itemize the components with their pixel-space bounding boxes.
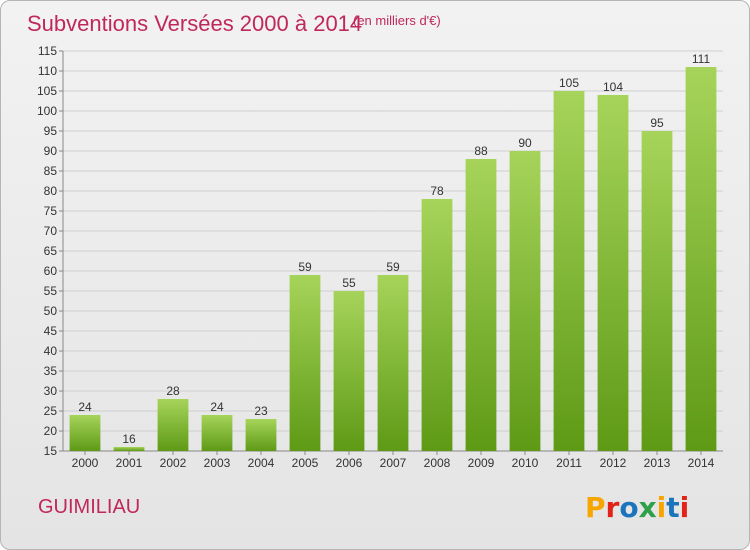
chart-unit: (en milliers d'€) <box>353 13 441 28</box>
bar-2006 <box>333 291 365 451</box>
x-tick-label-2000: 2000 <box>72 456 99 470</box>
logo-letter: o <box>619 491 638 524</box>
bar-2009 <box>465 159 497 451</box>
x-tick-label-2013: 2013 <box>644 456 671 470</box>
y-tick-label: 15 <box>44 444 58 458</box>
x-tick-label-2005: 2005 <box>292 456 319 470</box>
data-labels: 24 16 28 24 23 59 55 59 78 88 90 105 104 95 111 <box>78 52 710 446</box>
bar-2001 <box>113 447 145 451</box>
logo-letter: i <box>680 491 690 524</box>
data-label-2009: 88 <box>474 144 488 158</box>
proxiti-logo: Proxiti <box>585 491 689 524</box>
y-tick-label: 60 <box>44 264 58 278</box>
x-tick-label-2003: 2003 <box>204 456 231 470</box>
bar-2010 <box>509 151 541 451</box>
y-tick-label: 30 <box>44 384 58 398</box>
x-tick-label-2014: 2014 <box>688 456 715 470</box>
x-tick-label-2010: 2010 <box>512 456 539 470</box>
y-tick-label: 50 <box>44 304 58 318</box>
bar-2011 <box>553 91 585 451</box>
data-label-2004: 23 <box>254 404 268 418</box>
logo-letter: r <box>606 491 620 524</box>
x-tick-label-2004: 2004 <box>248 456 275 470</box>
y-tick-label: 85 <box>44 164 58 178</box>
bar-2007 <box>377 275 409 451</box>
bar-2003 <box>201 415 233 451</box>
y-tick-label: 40 <box>44 344 58 358</box>
bar-2000 <box>69 415 101 451</box>
logo-letter: P <box>585 491 606 524</box>
data-label-2005: 59 <box>298 260 312 274</box>
x-tick-label-2006: 2006 <box>336 456 363 470</box>
y-tick-label: 65 <box>44 244 58 258</box>
logo-letter: t <box>666 491 679 524</box>
x-tick-label-2001: 2001 <box>116 456 143 470</box>
data-label-2002: 28 <box>166 384 180 398</box>
logo-letter: x <box>639 491 657 524</box>
commune-name: GUIMILIAU <box>38 496 140 518</box>
data-label-2010: 90 <box>518 136 532 150</box>
data-label-2001: 16 <box>122 432 136 446</box>
y-tick-label: 110 <box>38 64 57 78</box>
x-tick-label-2002: 2002 <box>160 456 187 470</box>
y-tick-label: 25 <box>44 404 58 418</box>
data-label-2006: 55 <box>342 276 356 290</box>
bars <box>69 67 717 451</box>
data-label-2007: 59 <box>386 260 400 274</box>
y-tick-label: 80 <box>44 184 58 198</box>
y-tick-label: 105 <box>37 84 57 98</box>
bar-2008 <box>421 199 453 451</box>
data-label-2003: 24 <box>210 400 224 414</box>
bar-2002 <box>157 399 189 451</box>
y-tick-label: 55 <box>44 284 58 298</box>
y-tick-label: 100 <box>37 104 57 118</box>
y-tick-label: 20 <box>44 424 58 438</box>
x-tick-label-2009: 2009 <box>468 456 495 470</box>
bar-2005 <box>289 275 321 451</box>
y-tick-label: 115 <box>38 44 57 58</box>
y-tick-label: 90 <box>44 144 58 158</box>
bar-2014 <box>685 67 717 451</box>
data-label-2000: 24 <box>78 400 92 414</box>
data-label-2008: 78 <box>430 184 444 198</box>
bar-2013 <box>641 131 673 451</box>
y-tick-label: 35 <box>44 364 58 378</box>
x-tick-label-2008: 2008 <box>424 456 451 470</box>
x-tick-label-2011: 2011 <box>556 456 582 470</box>
chart-title: Subventions Versées 2000 à 2014 <box>27 11 362 36</box>
x-tick-label-2007: 2007 <box>380 456 407 470</box>
data-label-2013: 95 <box>650 116 664 130</box>
bar-2004 <box>245 419 277 451</box>
data-label-2014: 111 <box>692 52 711 66</box>
y-tick-label: 75 <box>44 204 58 218</box>
y-tick-label: 45 <box>44 324 58 338</box>
y-tick-label: 70 <box>44 224 58 238</box>
data-label-2012: 104 <box>603 80 623 94</box>
x-tick-label-2012: 2012 <box>600 456 627 470</box>
axes: 15 20 25 30 35 40 45 50 55 60 65 70 75 80 85 90 95 100 105… <box>37 44 723 470</box>
y-tick-label: 95 <box>44 124 58 138</box>
data-label-2011: 105 <box>559 76 579 90</box>
bar-2012 <box>597 95 629 451</box>
logo-letter: i <box>657 491 667 524</box>
